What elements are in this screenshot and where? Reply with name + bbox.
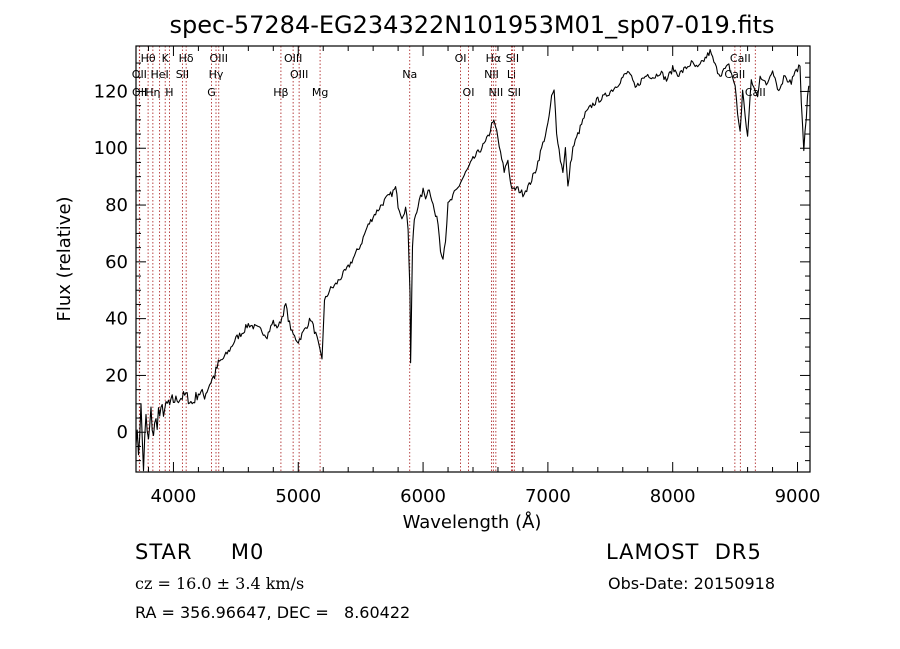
line-marker-label-11: G [207, 86, 216, 99]
redshift-velocity: cz = 16.0 ± 3.4 km/s [135, 574, 305, 593]
x-tick-label-0: 4000 [151, 486, 197, 507]
line-marker-label-12: Hβ [273, 86, 288, 99]
line-marker-label-21: NII [488, 86, 503, 99]
y-axis: 0 20 40 60 80 100 120 [94, 62, 810, 462]
line-marker-label-8: SII [176, 68, 189, 81]
line-marker-label-9: OIII [210, 52, 228, 65]
x-tick-label-2: 6000 [400, 486, 446, 507]
line-marker-label-19: Hα [486, 52, 502, 65]
line-marker-label-15: Mg [312, 86, 328, 99]
y-tick-label-6: 120 [94, 81, 128, 102]
x-tick-label-5: 9000 [775, 486, 821, 507]
line-marker-label-25: CaII [730, 52, 751, 65]
x-axis-label: Wavelength (Å) [403, 511, 542, 533]
object-class: STAR M0 [135, 540, 265, 564]
flux-line [135, 48, 810, 472]
line-marker-label-18: OI [463, 86, 475, 99]
line-marker-label-5: HeI [150, 68, 168, 81]
line-marker-label-26: CaII [724, 68, 745, 81]
flux-series [135, 48, 810, 472]
y-tick-label-5: 100 [94, 138, 128, 159]
line-marker-label-14: OIII [290, 68, 308, 81]
x-tick-label-3: 7000 [525, 486, 571, 507]
line-marker-label-6: H [165, 86, 173, 99]
line-marker-label-23: Li [507, 68, 516, 81]
line-marker-label-13: OIII [284, 52, 302, 65]
y-tick-label-3: 60 [105, 252, 128, 273]
y-tick-label-1: 20 [105, 365, 128, 386]
line-marker-label-10: Hγ [209, 68, 224, 81]
y-axis-label: Flux (relative) [54, 196, 75, 321]
line-marker-label-0: Hθ [141, 52, 156, 65]
x-tick-label-1: 5000 [275, 486, 321, 507]
y-tick-label-2: 40 [105, 309, 128, 330]
observation-date: Obs-Date: 20150918 [608, 574, 776, 593]
x-axis: 4000 5000 6000 7000 8000 9000 [147, 46, 821, 507]
plot-frame [135, 45, 811, 473]
x-tick-label-4: 8000 [650, 486, 696, 507]
survey-name: LAMOST DR5 [606, 540, 762, 564]
line-marker-label-3: Hη [145, 86, 160, 99]
line-marker-label-24: SII [508, 86, 521, 99]
coordinates: RA = 356.96647, DEC = 8.60422 [135, 603, 411, 622]
y-tick-label-4: 80 [105, 195, 128, 216]
line-marker-label-16: Na [402, 68, 417, 81]
line-marker-label-22: SII [506, 52, 519, 65]
line-marker-label-20: NII [484, 68, 499, 81]
chart-title: spec-57284-EG234322N101953M01_sp07-019.f… [170, 11, 775, 39]
line-marker-label-4: K [162, 52, 170, 65]
line-marker-label-7: Hδ [179, 52, 194, 65]
line-marker-label-17: OI [455, 52, 467, 65]
y-tick-label-0: 0 [117, 422, 128, 443]
